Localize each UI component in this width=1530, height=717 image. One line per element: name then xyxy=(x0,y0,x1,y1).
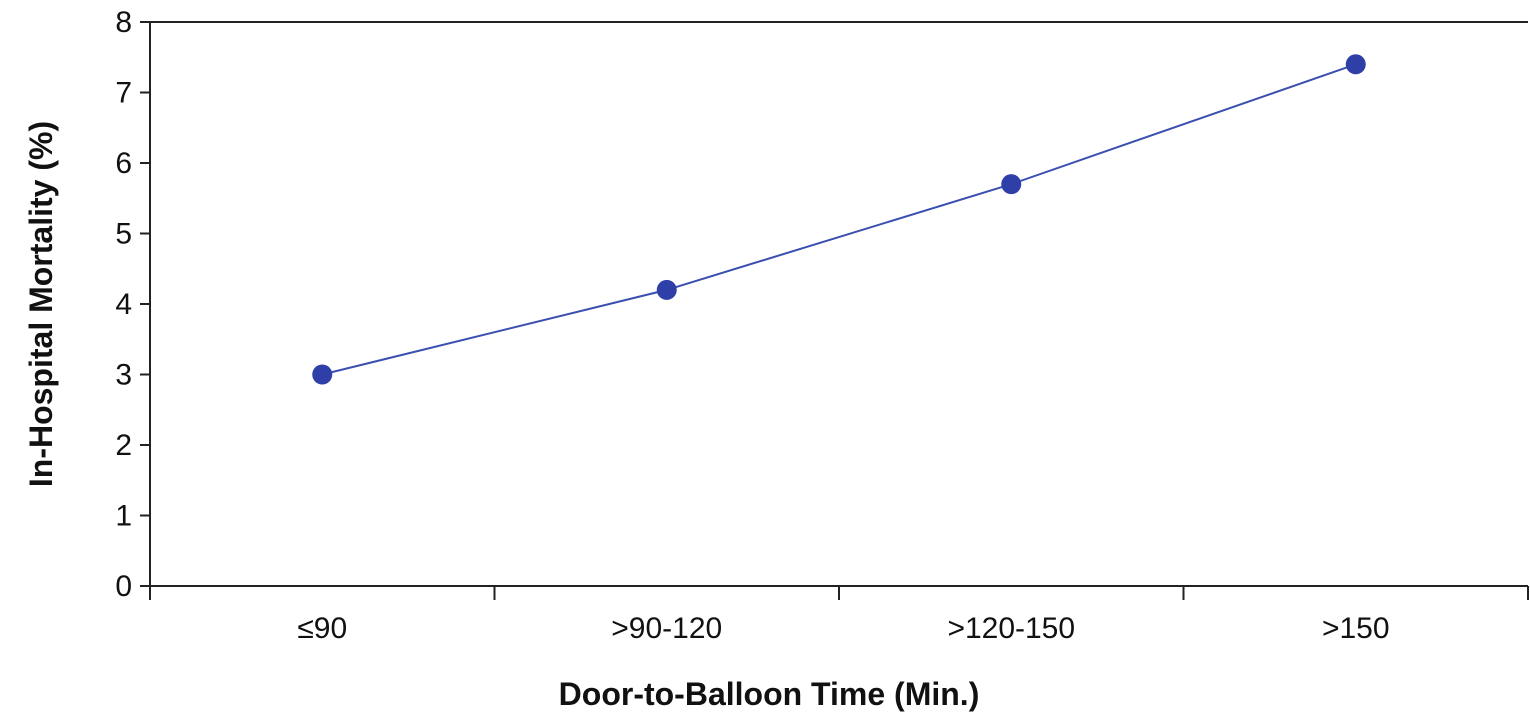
data-series xyxy=(312,54,1366,385)
x-tick-label: >90-120 xyxy=(611,612,722,645)
data-point xyxy=(312,364,333,385)
x-tick-label: >150 xyxy=(1322,612,1390,645)
y-tick-label: 3 xyxy=(115,359,132,392)
data-point xyxy=(1345,54,1366,75)
y-tick-label: 7 xyxy=(115,77,132,110)
y-tick-label: 0 xyxy=(115,570,132,603)
x-tick-label: ≤90 xyxy=(297,612,347,645)
x-axis-ticks: ≤90 >90-120 >120-150 >150 xyxy=(149,586,1529,645)
y-tick-label: 1 xyxy=(115,500,132,533)
y-tick-label: 2 xyxy=(115,429,132,462)
x-tick-label: >120-150 xyxy=(947,612,1075,645)
y-axis-title: In-Hospital Mortality (%) xyxy=(23,121,59,487)
data-point xyxy=(656,279,677,300)
data-point xyxy=(1001,174,1022,195)
y-tick-label: 4 xyxy=(115,288,132,321)
y-tick-label: 8 xyxy=(115,6,132,39)
series-line xyxy=(322,63,1357,376)
y-axis-ticks: 0 1 2 3 4 5 6 7 8 xyxy=(115,6,150,603)
x-axis-title: Door-to-Balloon Time (Min.) xyxy=(559,676,980,712)
y-tick-label: 5 xyxy=(115,218,132,251)
y-tick-label: 6 xyxy=(115,147,132,180)
